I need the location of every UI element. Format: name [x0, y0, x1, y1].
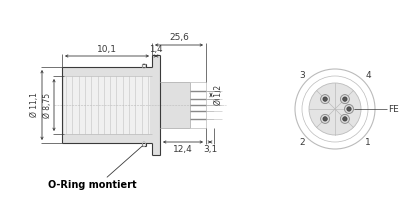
Circle shape: [321, 95, 330, 104]
Circle shape: [344, 104, 354, 113]
Text: 25,6: 25,6: [169, 33, 189, 42]
Text: 10,1: 10,1: [97, 45, 117, 54]
Text: 3,1: 3,1: [203, 145, 217, 154]
Text: FE: FE: [388, 104, 399, 113]
Circle shape: [309, 83, 361, 135]
Text: 1: 1: [365, 138, 371, 147]
Text: Ø 11,1: Ø 11,1: [30, 93, 39, 117]
Circle shape: [343, 117, 347, 121]
Circle shape: [323, 97, 327, 101]
Circle shape: [321, 114, 330, 123]
Text: O-Ring montiert: O-Ring montiert: [48, 180, 137, 190]
Text: Ø 8,75: Ø 8,75: [43, 92, 52, 117]
Bar: [160, 82, 190, 128]
Bar: [64, 76, 150, 134]
Circle shape: [340, 95, 349, 104]
Circle shape: [343, 97, 347, 101]
Circle shape: [340, 114, 349, 123]
Text: 3: 3: [299, 71, 305, 80]
Bar: [62, 67, 152, 143]
Circle shape: [323, 117, 327, 121]
Text: 2: 2: [299, 138, 304, 147]
Text: 1,4: 1,4: [149, 45, 163, 54]
Circle shape: [302, 76, 368, 142]
Text: 4: 4: [366, 71, 371, 80]
Text: 12,4: 12,4: [173, 145, 193, 154]
Bar: [152, 55, 160, 155]
Text: Ø 1,2: Ø 1,2: [214, 85, 223, 105]
Circle shape: [347, 107, 351, 111]
Circle shape: [295, 69, 375, 149]
